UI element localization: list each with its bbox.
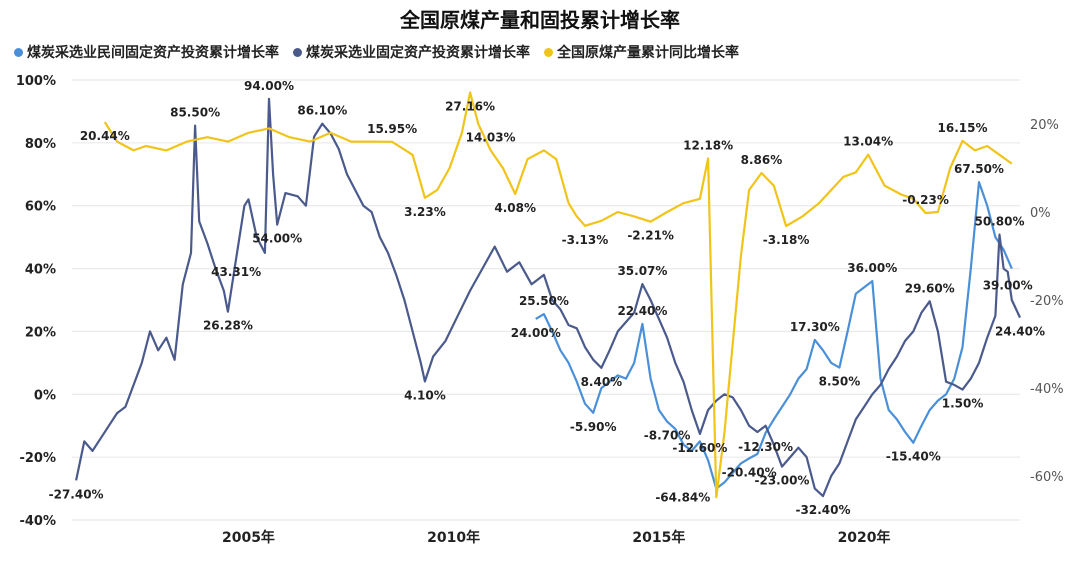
data-label: 29.60% [905,281,955,295]
legend-item-series-2[interactable]: 煤炭采选业固定资产投资累计增长率 [293,42,530,62]
legend-dot-series-1 [14,47,23,57]
y-right-tick-label: -40% [1030,382,1064,397]
data-label: 13.04% [843,135,893,149]
legend-dot-series-2 [293,47,302,57]
data-label: 1.50% [942,397,984,411]
data-label: 35.07% [617,264,667,278]
data-label: 12.18% [683,138,733,152]
data-label: 3.23% [404,205,446,219]
legend-label-series-1: 煤炭采选业民间固定资产投资累计增长率 [27,45,279,61]
data-label: -0.23% [902,193,949,207]
x-tick-label: 2015年 [632,529,685,546]
data-label: 94.00% [244,79,294,93]
data-label: 25.50% [519,294,569,308]
y-right-tick-label: 0% [1030,206,1051,221]
data-label: -3.18% [763,233,810,247]
x-tick-label: 2010年 [427,529,480,546]
y-left-tick-label: 0% [34,388,56,403]
data-label: -20.40% [722,465,777,479]
legend-item-series-3[interactable]: 全国原煤产量累计同比增长率 [544,42,739,62]
data-label: 4.10% [404,388,446,402]
data-label: 50.80% [974,215,1024,229]
data-label: -32.40% [796,503,851,517]
y-right-tick-label: -20% [1030,294,1064,309]
x-tick-label: 2005年 [222,529,275,546]
x-tick-label: 2020年 [838,529,891,546]
data-label: -15.40% [886,450,941,464]
legend-item-series-1[interactable]: 煤炭采选业民间固定资产投资累计增长率 [14,42,279,62]
legend-label-series-3: 全国原煤产量累计同比增长率 [557,45,739,61]
data-label: -27.40% [49,487,104,501]
data-label: 39.00% [983,279,1033,293]
data-label: 22.40% [617,304,667,318]
data-label: -64.84% [655,490,710,504]
series-line-3 [103,91,1013,499]
series-line-1 [535,181,1013,490]
data-label: 8.40% [581,375,623,389]
data-label: 67.50% [954,162,1004,176]
data-label: 17.30% [790,320,840,334]
data-label: 24.00% [511,326,561,340]
y-left-tick-label: 60% [25,200,56,215]
data-label: -5.90% [570,420,617,434]
data-label: 14.03% [466,130,516,144]
data-label: 8.86% [741,153,783,167]
data-label: 26.28% [203,319,253,333]
y-left-tick-label: 20% [25,325,56,340]
data-label: 16.15% [938,121,988,135]
data-label: -12.60% [672,441,727,455]
data-label: 43.31% [211,265,261,279]
y-left-tick-label: -40% [19,514,56,529]
y-right-tick-label: -60% [1030,470,1064,485]
data-label: 4.08% [494,201,536,215]
data-label: -12.30% [738,440,793,454]
data-label: -2.21% [627,229,674,243]
data-label: -8.70% [644,429,691,443]
data-label: 54.00% [252,232,302,246]
data-label: 24.40% [995,325,1045,339]
data-label: 15.95% [367,122,417,136]
chart-title: 全国原煤产量和固投累计增长率 [400,8,680,32]
data-label: 8.50% [819,375,861,389]
data-label: 27.16% [445,99,495,113]
data-label: 20.44% [80,129,130,143]
y-left-tick-label: -20% [19,451,56,466]
y-left-tick-label: 100% [16,74,56,89]
data-label: -23.00% [754,474,809,488]
series-line-2 [75,97,1021,498]
y-right-tick-label: 20% [1030,118,1059,133]
y-left-tick-label: 80% [25,137,56,152]
legend-label-series-2: 煤炭采选业固定资产投资累计增长率 [306,45,530,61]
y-left-tick-label: 40% [25,263,56,278]
data-label: 86.10% [297,104,347,118]
data-label: 85.50% [170,106,220,120]
legend: 煤炭采选业民间固定资产投资累计增长率 煤炭采选业固定资产投资累计增长率 全国原煤… [14,42,753,62]
data-label: 36.00% [847,261,897,275]
legend-dot-series-3 [544,47,553,57]
data-label: -3.13% [562,233,609,247]
